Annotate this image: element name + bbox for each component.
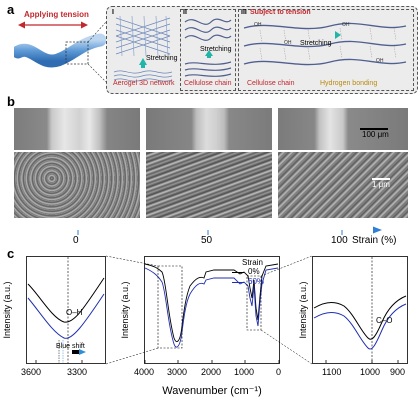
scale-bar-bottom — [372, 178, 390, 180]
box-ii-caption: Cellulose chain — [184, 80, 232, 87]
sem-50-high — [146, 152, 272, 218]
box-ii-label: II — [183, 9, 187, 16]
mid-tick-2000: 2000 — [201, 367, 222, 377]
right-tick-900: 900 — [390, 367, 406, 377]
ftir-curve-60 — [144, 267, 279, 348]
co-region-box — [246, 275, 262, 331]
hydrogen-bonding-diagram — [243, 22, 407, 66]
panel-label-b: b — [7, 94, 15, 109]
left-tick-3600: 3600 — [21, 367, 42, 377]
ftir-full-plot — [144, 256, 280, 364]
scale-label-bottom: 1 μm — [372, 180, 390, 189]
co-curve-0 — [313, 295, 407, 340]
co-curve-60 — [313, 303, 407, 350]
tension-arrow-icon — [18, 21, 88, 29]
box-iii-caption-hbond: Hydrogen bonding — [320, 80, 378, 87]
oh-group-4: OH — [376, 58, 384, 64]
oh-group-1: OH — [254, 22, 262, 28]
oh-group-2: OH — [284, 40, 292, 46]
left-tick-3300: 3300 — [67, 367, 88, 377]
co-annotation: C–O — [376, 316, 393, 325]
mid-tick-1000: 1000 — [234, 367, 255, 377]
applying-tension-label: Applying tension — [24, 10, 89, 19]
oh-curve-60 — [27, 293, 105, 339]
box-iii-frame — [238, 9, 414, 91]
box-i-label: I — [112, 9, 114, 16]
legend-label-60: 60% — [248, 277, 265, 286]
oh-curve-0 — [27, 277, 105, 323]
mid-tick-3000: 3000 — [167, 367, 188, 377]
box-iii-caption-cellulose: Cellulose chain — [247, 80, 295, 87]
sem-0-high — [14, 152, 140, 218]
strain-tick-100: 100 — [331, 235, 348, 246]
fiber-illustration — [14, 21, 106, 83]
strain-axis-label: Strain (%) — [352, 235, 397, 246]
oh-region-box — [157, 265, 183, 349]
mid-tick-4000: 4000 — [134, 367, 155, 377]
box-i-stretching: Stretching — [146, 55, 178, 62]
box-ii-stretching: Stretching — [200, 46, 232, 53]
right-tick-1000: 1000 — [360, 367, 381, 377]
oh-inset-plot — [26, 256, 106, 364]
panel-label-a: a — [7, 2, 15, 17]
legend-swatch-60 — [232, 282, 244, 284]
oh-group-3: OH — [342, 22, 350, 28]
sem-100-high — [278, 152, 408, 218]
box-iii-title: Subject to tension — [250, 9, 311, 16]
cellulose-chain-diagram — [184, 18, 232, 77]
box-ii-frame — [180, 9, 236, 91]
strain-axis — [36, 226, 382, 235]
mid-tick-0: 0 — [276, 367, 282, 377]
sem-0-low — [14, 108, 140, 150]
oh-annotation: O–H — [66, 308, 83, 317]
blue-shift-label: Blue shift — [56, 343, 85, 350]
legend-swatch-0 — [232, 272, 244, 274]
right-tick-1100: 1100 — [322, 367, 342, 377]
box-iii-label: III — [241, 9, 247, 16]
co-inset-plot — [312, 256, 408, 364]
panel-label-c: c — [7, 246, 15, 261]
scale-label-top: 100 μm — [362, 130, 389, 139]
scale-bar-top — [360, 128, 388, 130]
sem-50-low — [146, 108, 272, 150]
x-axis-label: Wavenumber (cm⁻¹) — [162, 385, 262, 397]
zoom-connectors — [105, 255, 313, 365]
aerogel-network-diagram — [113, 15, 173, 82]
y-axis-label-left: Intensity (a.u.) — [2, 281, 12, 339]
strain-tick-50: 50 — [201, 235, 213, 246]
y-axis-label-right: Intensity (a.u.) — [298, 281, 308, 339]
legend-title: Strain — [242, 258, 263, 267]
strain-tick-0: 0 — [73, 235, 79, 246]
legend-label-0: 0% — [248, 267, 260, 276]
ftir-curve-0 — [144, 263, 279, 343]
box-i-caption: Aerogel 3D network — [113, 80, 175, 87]
box-iii-stretching: Stretching — [300, 40, 332, 47]
sem-100-low — [278, 108, 408, 150]
